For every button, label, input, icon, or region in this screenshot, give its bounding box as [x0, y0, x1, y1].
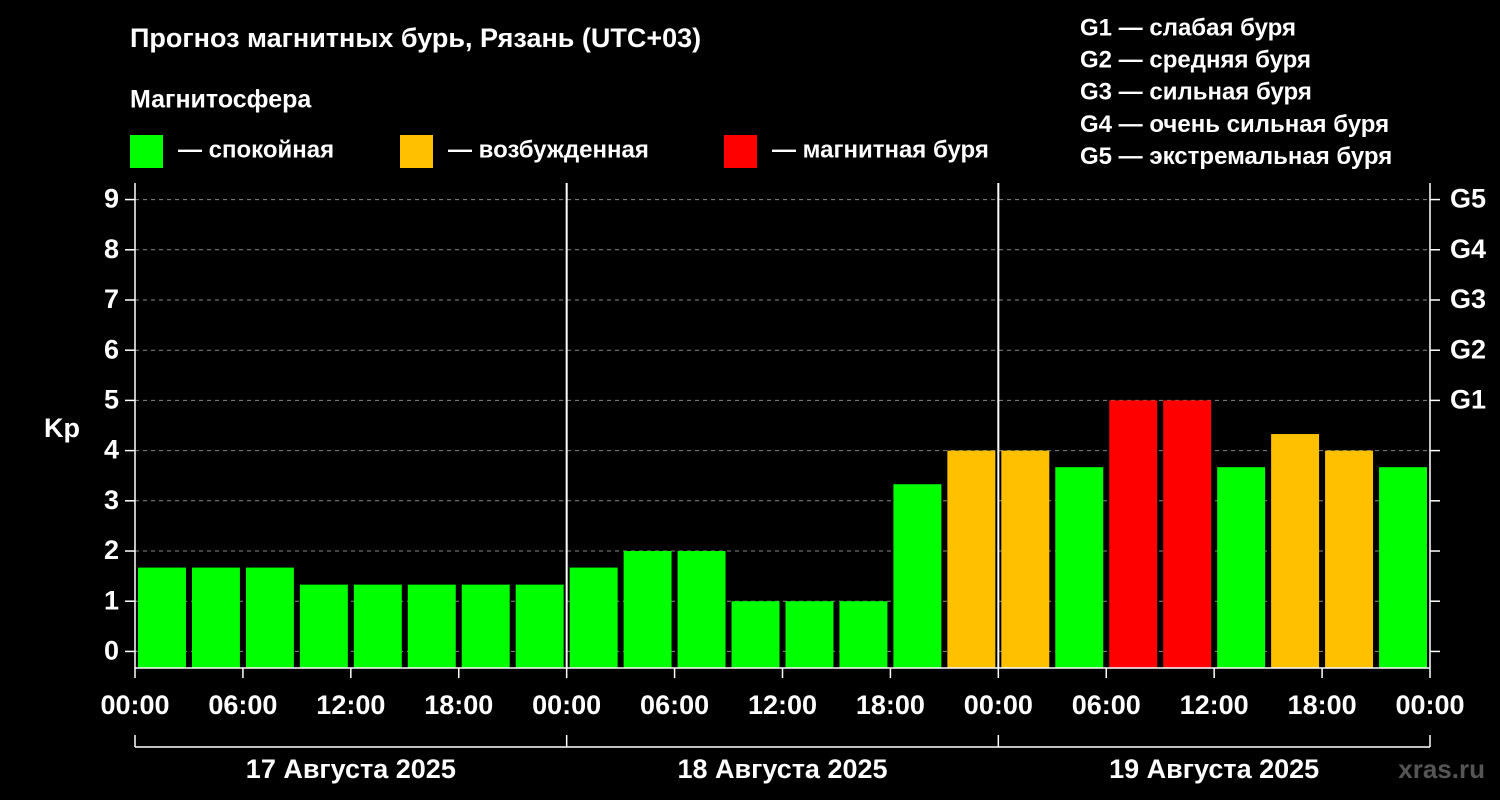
- storm-level: G2 — средняя буря: [1080, 47, 1311, 74]
- y-tick-label: 2: [104, 535, 119, 565]
- bar: [1217, 467, 1266, 668]
- bar: [138, 567, 186, 668]
- legend-title: Магнитосфера: [130, 86, 312, 114]
- x-tick-label: 06:00: [1072, 690, 1141, 720]
- bar: [1271, 434, 1320, 668]
- bar: [731, 601, 780, 668]
- bar: [947, 450, 996, 668]
- watermark: xras.ru: [1398, 754, 1485, 784]
- x-tick-label: 12:00: [748, 690, 817, 720]
- bar: [191, 567, 240, 668]
- y-tick-label: 3: [104, 485, 119, 515]
- y2-tick-label: G5: [1450, 184, 1486, 214]
- day-label: 18 Августа 2025: [677, 754, 887, 784]
- legend-swatch: [130, 135, 163, 168]
- x-tick-label: 12:00: [1180, 690, 1249, 720]
- bar: [1055, 467, 1104, 668]
- bar: [1325, 450, 1374, 668]
- bar: [569, 567, 618, 668]
- storm-level: G1 — слабая буря: [1080, 14, 1296, 41]
- y-tick-label: 0: [104, 636, 119, 666]
- bar: [839, 601, 888, 668]
- bar: [1001, 450, 1050, 668]
- bar: [893, 484, 942, 668]
- bar: [245, 567, 294, 668]
- bar: [1163, 400, 1212, 668]
- legend-swatch: [400, 135, 433, 168]
- y-tick-label: 5: [104, 385, 119, 415]
- bar: [1109, 400, 1158, 668]
- x-tick-label: 18:00: [1288, 690, 1357, 720]
- bar: [299, 584, 348, 668]
- bar: [677, 551, 726, 668]
- legend-swatch: [724, 135, 757, 168]
- y-tick-label: 1: [104, 585, 119, 615]
- x-tick-label: 00:00: [1395, 690, 1464, 720]
- y2-tick-label: G1: [1450, 385, 1486, 415]
- y-tick-label: 7: [104, 284, 119, 314]
- y-tick-label: 9: [104, 184, 119, 214]
- x-tick-label: 18:00: [424, 690, 493, 720]
- storm-level: G5 — экстремальная буря: [1080, 143, 1392, 170]
- bar: [785, 601, 834, 668]
- x-tick-label: 00:00: [100, 690, 169, 720]
- legend-label: — спокойная: [178, 136, 334, 163]
- bar: [353, 584, 402, 668]
- chart-title: Прогноз магнитных бурь, Рязань (UTC+03): [130, 23, 701, 53]
- storm-level: G3 — сильная буря: [1080, 79, 1312, 106]
- y-tick-label: 8: [104, 234, 119, 264]
- bar: [461, 584, 510, 668]
- legend-label: — возбужденная: [448, 136, 649, 163]
- bar: [515, 584, 564, 668]
- x-tick-label: 00:00: [964, 690, 1033, 720]
- x-tick-label: 06:00: [640, 690, 709, 720]
- legend-label: — магнитная буря: [772, 136, 989, 163]
- y2-tick-label: G2: [1450, 334, 1486, 364]
- y-tick-label: 4: [104, 435, 119, 465]
- x-tick-label: 12:00: [316, 690, 385, 720]
- x-tick-label: 18:00: [856, 690, 925, 720]
- bar: [1379, 467, 1427, 668]
- y2-tick-label: G3: [1450, 284, 1486, 314]
- y2-tick-label: G4: [1450, 234, 1486, 264]
- day-label: 17 Августа 2025: [246, 754, 456, 784]
- x-tick-label: 00:00: [532, 690, 601, 720]
- y-axis-label: Kp: [44, 413, 80, 443]
- day-label: 19 Августа 2025: [1109, 754, 1319, 784]
- y-tick-label: 6: [104, 334, 119, 364]
- bar: [407, 584, 456, 668]
- bar: [623, 551, 672, 668]
- x-tick-label: 06:00: [208, 690, 277, 720]
- storm-level: G4 — очень сильная буря: [1080, 111, 1389, 138]
